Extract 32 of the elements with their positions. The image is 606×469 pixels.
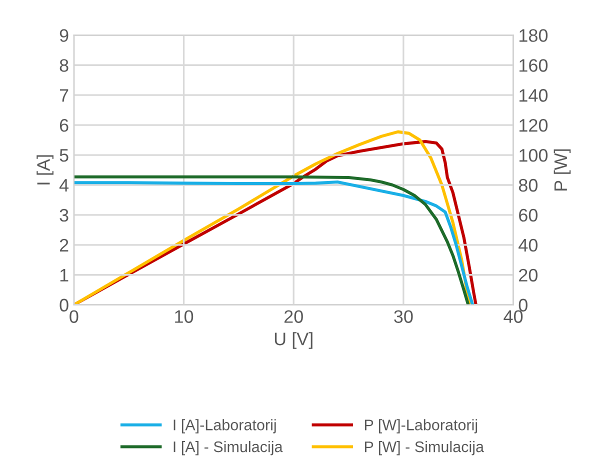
y2-tick-label: 60 [519, 208, 538, 222]
y2-tick-label: 80 [518, 178, 538, 192]
legend-label: I [A] - Simulacija [174, 441, 283, 456]
y-tick-label: 5 [60, 149, 68, 162]
y2-tick-label: 140 [520, 89, 548, 102]
y2-tick-label: 120 [520, 119, 548, 132]
y-tick-label: 0 [60, 298, 68, 312]
x-tick-label: 0 [70, 310, 78, 323]
y2-tick-label: 0 [518, 298, 528, 312]
x-tick-label: 20 [284, 310, 303, 323]
y-tick-label: 9 [60, 29, 68, 42]
y-tick-label: 6 [60, 119, 68, 132]
x-tick-label: 10 [175, 310, 194, 323]
legend-label: I [A]-Laboratorij [174, 419, 276, 434]
y2-axis-title: P [W] [554, 149, 571, 190]
y2-tick-label: 40 [518, 238, 538, 252]
y-tick-label: 1 [60, 269, 68, 282]
x-tick-label: 30 [394, 310, 413, 323]
y2-tick-label: 100 [520, 148, 548, 162]
y-tick-label: 3 [60, 208, 68, 222]
y-tick-label: 7 [60, 89, 68, 102]
legend-label: P [W] - Simulacija [364, 441, 484, 456]
y2-tick-label: 160 [520, 59, 548, 72]
y2-tick-label: 20 [519, 268, 538, 282]
y-tick-label: 4 [59, 179, 69, 192]
y-axis-title: I [A] [36, 155, 54, 184]
legend-label: P [W]-Laboratorij [364, 419, 478, 434]
y-tick-label: 2 [60, 238, 68, 252]
x-axis-title: U [V] [274, 332, 312, 349]
y-tick-label: 8 [60, 59, 68, 72]
x-tick-label: 40 [504, 310, 523, 323]
y2-tick-label: 180 [520, 29, 548, 42]
